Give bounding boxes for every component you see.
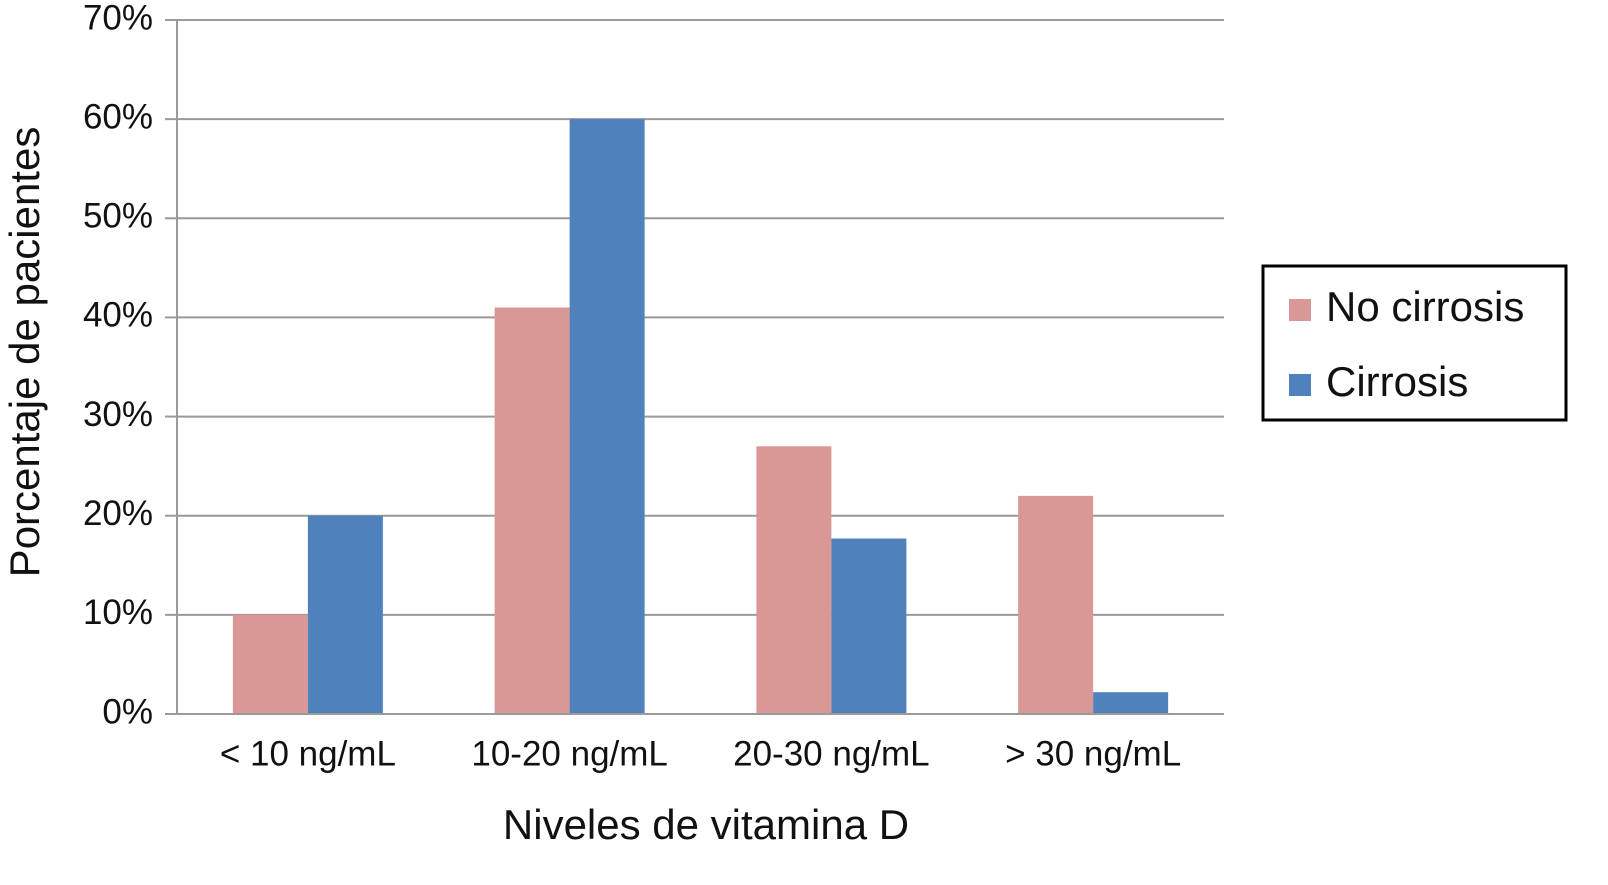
y-tick-label: 10% <box>83 593 153 632</box>
legend-swatch <box>1289 374 1311 396</box>
bar <box>1018 495 1094 714</box>
y-tick-label: 0% <box>102 692 153 731</box>
y-axis-title: Porcentaje de pacientes <box>1 127 48 578</box>
bar <box>307 515 383 714</box>
bar <box>831 538 907 714</box>
y-tick-label: 70% <box>83 0 153 37</box>
y-tick-label: 40% <box>83 296 153 335</box>
legend-label: No cirrosis <box>1326 283 1524 330</box>
legend-box <box>1261 264 1568 422</box>
bar <box>232 614 308 714</box>
x-axis-title: Niveles de vitamina D <box>503 801 909 848</box>
y-tick-label: 30% <box>83 395 153 434</box>
y-tick-label: 50% <box>83 197 153 236</box>
bar <box>494 307 570 714</box>
legend-swatch <box>1289 299 1311 321</box>
bar <box>1093 692 1169 714</box>
x-tick-label: > 30 ng/mL <box>1005 734 1181 773</box>
y-tick-label: 60% <box>83 97 153 136</box>
y-tick-label: 20% <box>83 494 153 533</box>
bar <box>569 119 645 714</box>
legend-label: Cirrosis <box>1326 358 1468 405</box>
x-tick-label: 20-30 ng/mL <box>733 734 930 773</box>
x-tick-label: 10-20 ng/mL <box>471 734 668 773</box>
bar <box>756 446 832 714</box>
x-tick-label: < 10 ng/mL <box>220 734 396 773</box>
